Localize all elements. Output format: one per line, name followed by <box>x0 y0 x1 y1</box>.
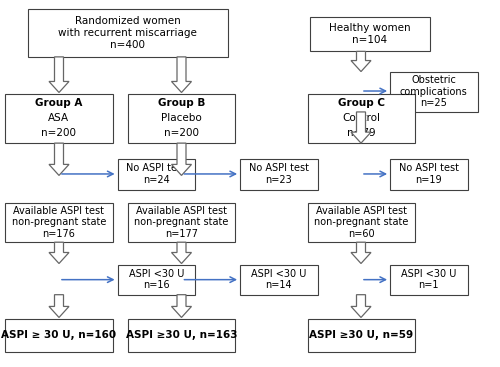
Bar <box>308 319 415 352</box>
Polygon shape <box>172 57 192 92</box>
Polygon shape <box>172 143 192 175</box>
Text: ASPI <30 U
n=14: ASPI <30 U n=14 <box>251 269 306 290</box>
Text: ASPI ≥30 U, n=163: ASPI ≥30 U, n=163 <box>126 330 237 340</box>
Bar <box>128 94 235 143</box>
Text: n=200: n=200 <box>41 128 76 138</box>
Bar <box>390 265 468 295</box>
Text: No ASPI test
n=23: No ASPI test n=23 <box>249 163 309 185</box>
Text: Control: Control <box>342 113 380 123</box>
Text: n=79: n=79 <box>347 128 376 138</box>
Polygon shape <box>49 242 69 264</box>
Polygon shape <box>49 295 69 317</box>
Text: ASPI <30 U
n=1: ASPI <30 U n=1 <box>401 269 456 290</box>
Bar <box>118 265 195 295</box>
Text: Available ASPI test
non-pregnant state
n=176: Available ASPI test non-pregnant state n… <box>12 206 106 239</box>
Bar <box>5 203 112 242</box>
Text: Available ASPI test
non-pregnant state
n=177: Available ASPI test non-pregnant state n… <box>134 206 228 239</box>
Bar <box>128 203 235 242</box>
Text: ASPI ≥ 30 U, n=160: ASPI ≥ 30 U, n=160 <box>1 330 116 340</box>
Bar <box>390 159 468 190</box>
Bar <box>308 203 415 242</box>
Text: Available ASPI test
non-pregnant state
n=60: Available ASPI test non-pregnant state n… <box>314 206 408 239</box>
Text: Group B: Group B <box>158 98 205 108</box>
Bar <box>390 72 478 112</box>
Polygon shape <box>351 112 371 143</box>
Text: ASA: ASA <box>48 113 70 123</box>
Polygon shape <box>351 51 371 72</box>
Polygon shape <box>351 295 371 317</box>
Text: ASPI <30 U
n=16: ASPI <30 U n=16 <box>128 269 184 290</box>
Bar <box>28 9 228 57</box>
Bar <box>310 17 430 51</box>
Bar <box>5 319 112 352</box>
Polygon shape <box>49 57 69 92</box>
Text: No ASPI test
n=24: No ASPI test n=24 <box>126 163 186 185</box>
Polygon shape <box>172 242 192 264</box>
Text: Healthy women
n=104: Healthy women n=104 <box>329 23 411 45</box>
Bar <box>118 159 195 190</box>
Bar <box>240 265 318 295</box>
Text: ASPI ≥30 U, n=59: ASPI ≥30 U, n=59 <box>309 330 414 340</box>
Polygon shape <box>172 295 192 317</box>
Text: Placebo: Placebo <box>161 113 202 123</box>
Text: Group A: Group A <box>35 98 82 108</box>
Text: No ASPI test
n=19: No ASPI test n=19 <box>399 163 459 185</box>
Polygon shape <box>49 143 69 175</box>
Text: Group C: Group C <box>338 98 385 108</box>
Bar <box>240 159 318 190</box>
Text: Randomized women
with recurrent miscarriage
n=400: Randomized women with recurrent miscarri… <box>58 17 197 50</box>
Bar <box>5 94 112 143</box>
Bar <box>128 319 235 352</box>
Text: n=200: n=200 <box>164 128 199 138</box>
Text: Obstetric
complications
n=25: Obstetric complications n=25 <box>400 75 468 108</box>
Polygon shape <box>351 242 371 264</box>
Bar <box>308 94 415 143</box>
